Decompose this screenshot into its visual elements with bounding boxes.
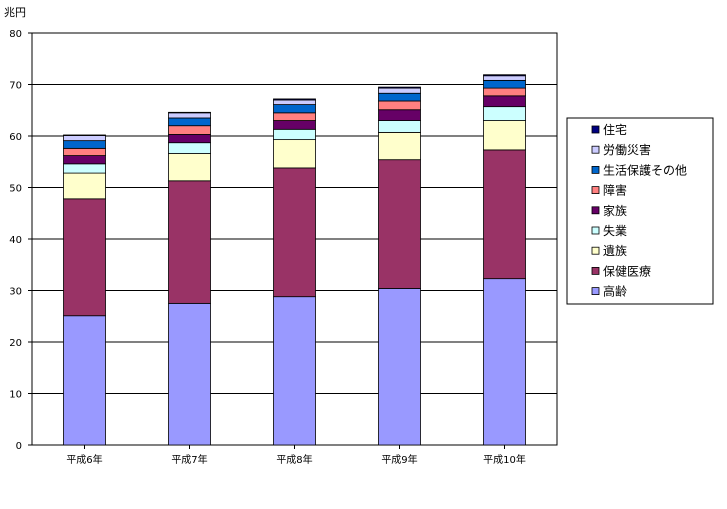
x-tick-label: 平成9年 [381, 453, 417, 466]
legend-swatch [591, 125, 600, 134]
x-tick-label: 平成6年 [66, 453, 102, 466]
bar-segment [378, 131, 421, 161]
bar-segment [168, 134, 211, 144]
y-tick-label: 50 [9, 184, 22, 195]
bar-segment [168, 117, 211, 127]
y-tick-label: 40 [9, 235, 22, 246]
bar-segment [63, 140, 106, 149]
bar-segment [483, 106, 526, 121]
bar-segment [273, 98, 316, 101]
bar-segment [63, 147, 106, 156]
bar-segment [63, 134, 106, 136]
bar-segment [483, 120, 526, 151]
legend-swatch [591, 226, 600, 235]
bar-segment [273, 104, 316, 114]
y-tick-label: 80 [9, 29, 22, 40]
bar-segment [483, 75, 526, 81]
bar-segment [378, 100, 421, 111]
legend-label: 障害 [603, 183, 627, 198]
bar-segment [483, 87, 526, 97]
bar-segment [378, 288, 421, 446]
bar-segment [63, 315, 106, 446]
bar-segment [63, 172, 106, 200]
bar-segment [483, 149, 526, 280]
bar-segment [483, 74, 526, 77]
legend-label: 保健医療 [603, 264, 651, 278]
bar-segment [168, 112, 211, 119]
bar-segment [378, 92, 421, 102]
legend-label: 家族 [603, 203, 627, 218]
bar-segment [63, 135, 106, 142]
bar-segment [63, 198, 106, 317]
bar-segment [273, 139, 316, 169]
bar-segment [378, 86, 421, 89]
bar-segment [483, 278, 526, 446]
y-tick-label: 20 [9, 338, 22, 349]
legend-label: 労働災害 [603, 142, 651, 157]
x-tick-label: 平成7年 [171, 453, 207, 466]
legend-label: 遺族 [603, 243, 627, 258]
bar-segment [273, 128, 316, 141]
bar-segment [168, 142, 211, 154]
y-tick-label: 70 [9, 81, 22, 92]
y-axis-unit-label: 兆円 [4, 6, 26, 19]
legend-swatch [591, 206, 600, 215]
x-tick-label: 平成10年 [483, 453, 526, 466]
legend-swatch [591, 287, 600, 296]
bar-segment [378, 159, 421, 289]
bar-segment [273, 296, 316, 446]
bar-segment [378, 120, 421, 133]
bar-segment [168, 111, 211, 114]
legend-swatch [591, 145, 600, 154]
y-tick-label: 30 [9, 287, 22, 298]
y-tick-label: 0 [16, 441, 22, 452]
bar-segment [168, 180, 211, 304]
legend-swatch [591, 186, 600, 195]
bar-segment [273, 112, 316, 121]
bar-segment [63, 163, 106, 174]
bar-segment [273, 167, 316, 298]
legend-label: 高齢 [603, 284, 627, 299]
bar-segment [483, 79, 526, 89]
bar-segment [63, 155, 106, 165]
y-tick-label: 10 [9, 390, 22, 401]
x-tick-label: 平成8年 [276, 453, 312, 466]
legend-swatch [591, 266, 600, 275]
bar-segment [168, 302, 211, 446]
legend-label: 生活保護その他 [603, 162, 687, 177]
legend-box [566, 117, 714, 305]
bar-segment [273, 99, 316, 105]
legend-swatch [591, 246, 600, 255]
bar-segment [168, 153, 211, 182]
y-tick-label: 60 [9, 132, 22, 143]
bar-segment [378, 87, 421, 94]
legend-swatch [591, 165, 600, 174]
legend-label: 失業 [603, 223, 627, 238]
bar-segment [273, 120, 316, 130]
legend-label: 住宅 [603, 122, 627, 137]
bar-segment [168, 125, 211, 135]
bar-segment [483, 95, 526, 108]
bar-segment [378, 109, 421, 121]
